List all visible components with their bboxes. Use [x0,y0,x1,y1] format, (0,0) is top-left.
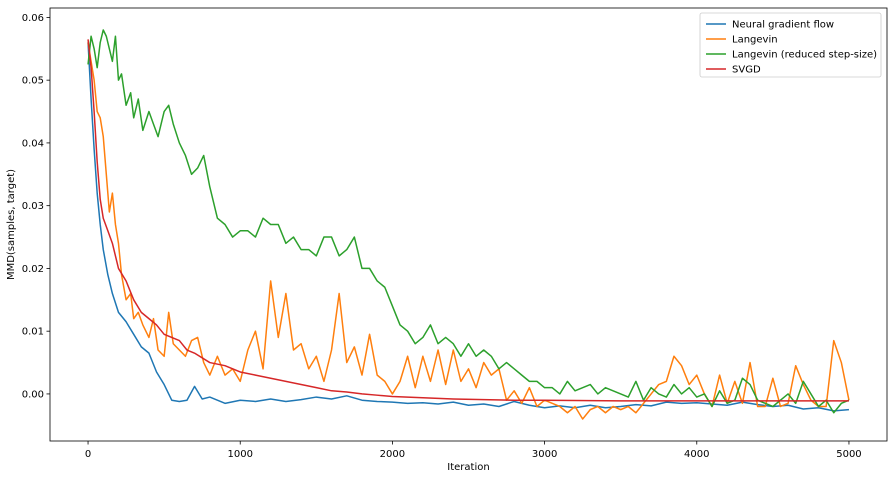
y-axis: 0.00 0.01 0.02 0.03 0.04 0.05 0.06 [22,13,50,400]
x-tick-label: 0 [85,449,91,460]
x-axis: 0 1000 2000 3000 4000 5000 [85,441,862,460]
x-tick-label: 1000 [228,449,253,460]
x-axis-label: Iteration [447,462,489,473]
series-line-1 [87,42,850,412]
y-tick-label: 0.04 [22,138,44,149]
legend-box [699,12,882,78]
y-tick-label: 0.03 [22,201,44,212]
x-tick-label: 4000 [684,449,709,460]
y-axis-label: MMD(samples, target) [6,169,17,280]
y-tick-label: 0.00 [22,389,44,400]
x-tick-label: 2000 [380,449,405,460]
x-tick-label: 3000 [532,449,557,460]
legend-label: Langevin [732,35,778,46]
y-tick-label: 0.06 [22,13,44,24]
legend-label: SVGD [732,65,761,76]
y-tick-label: 0.01 [22,327,44,338]
y-tick-label: 0.02 [22,264,44,275]
x-tick-label: 5000 [836,449,861,460]
y-tick-label: 0.05 [22,76,44,87]
legend-label: Langevin (reduced step-size) [732,50,877,61]
series-layer [87,29,850,420]
series-line-3 [87,29,850,414]
series-line-4 [87,39,849,402]
legend: Neural gradient flow Langevin Langevin (re… [699,12,882,78]
legend-label: Neural gradient flow [732,20,834,31]
plot-frame [49,7,888,442]
